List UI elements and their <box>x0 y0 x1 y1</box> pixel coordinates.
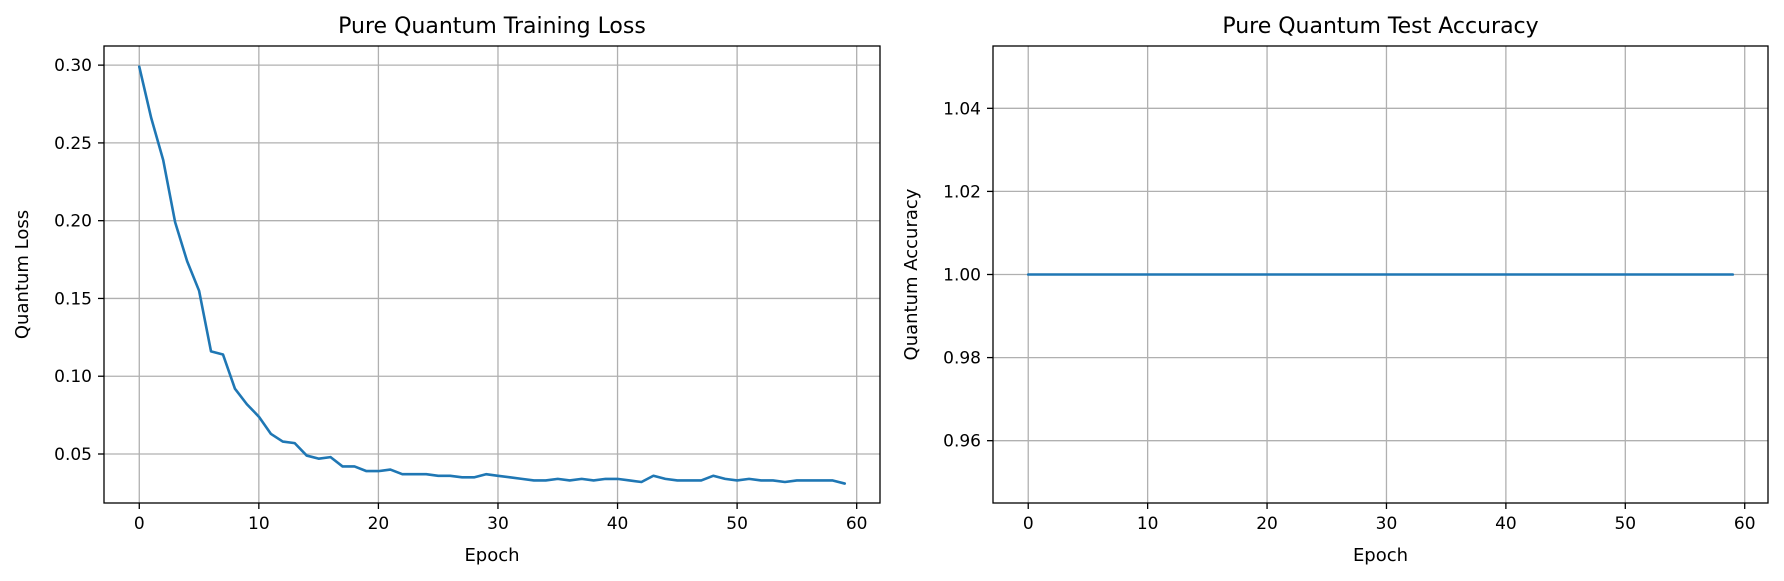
chart-2-y-tick-label-0: 0.96 <box>943 432 981 452</box>
chart-1-x-tick-label-4: 40 <box>607 514 629 534</box>
chart-2-y-tick-label-1: 0.98 <box>943 349 981 369</box>
chart-1-series-line <box>137 65 847 485</box>
chart-1-x-tick-label-2: 20 <box>368 514 390 534</box>
chart-2-y-tick-label-4: 1.04 <box>943 99 981 119</box>
chart-2-x-tick-label-0: 0 <box>1023 514 1034 534</box>
chart-1-x-tick-label-1: 10 <box>248 514 270 534</box>
chart-1-title: Pure Quantum Training Loss <box>338 14 646 39</box>
chart-2-title: Pure Quantum Test Accuracy <box>1222 14 1538 39</box>
chart-2-x-tick-label-2: 20 <box>1256 514 1278 534</box>
chart-1-y-tick-label-4: 0.25 <box>54 134 92 154</box>
chart-1-y-axis-label: Quantum Loss <box>12 210 33 339</box>
chart-2-x-tick-label-6: 60 <box>1734 514 1756 534</box>
chart-2-y-axis-label: Quantum Accuracy <box>901 188 922 360</box>
chart-1-y-tick-label-1: 0.10 <box>54 367 92 387</box>
chart-2-x-tick-label-5: 50 <box>1614 514 1636 534</box>
chart-1-y-tick-label-0: 0.05 <box>54 445 92 465</box>
chart-2-x-tick-label-3: 30 <box>1376 514 1398 534</box>
chart-1-x-tick-label-0: 0 <box>134 514 145 534</box>
chart-1-x-tick-label-3: 30 <box>487 514 509 534</box>
training-loss-chart: 0 10 20 30 40 50 60 0.05 0.10 0.15 0.20 0.25 0.30 Pur… <box>12 14 881 566</box>
chart-2-y-tick-label-2: 1.00 <box>943 266 981 286</box>
chart-2-x-tick-label-1: 10 <box>1137 514 1159 534</box>
chart-1-x-axis-label: Epoch <box>464 545 519 566</box>
test-accuracy-chart: 0 10 20 30 40 50 60 0.96 0.98 1.00 1.02 1.04 Pure Qu… <box>901 14 1769 566</box>
chart-2-x-axis-label: Epoch <box>1353 545 1408 566</box>
chart-2-x-tick-label-4: 40 <box>1495 514 1517 534</box>
chart-2-y-tick-label-3: 1.02 <box>943 182 981 202</box>
chart-1-x-tick-label-5: 50 <box>726 514 748 534</box>
chart-1-axes-frame <box>103 45 881 504</box>
chart-1-y-tick-label-2: 0.15 <box>54 289 92 309</box>
chart-1-y-tick-label-5: 0.30 <box>54 56 92 76</box>
chart-1-y-tick-label-3: 0.20 <box>54 212 92 232</box>
chart-1-x-tick-label-6: 60 <box>846 514 868 534</box>
